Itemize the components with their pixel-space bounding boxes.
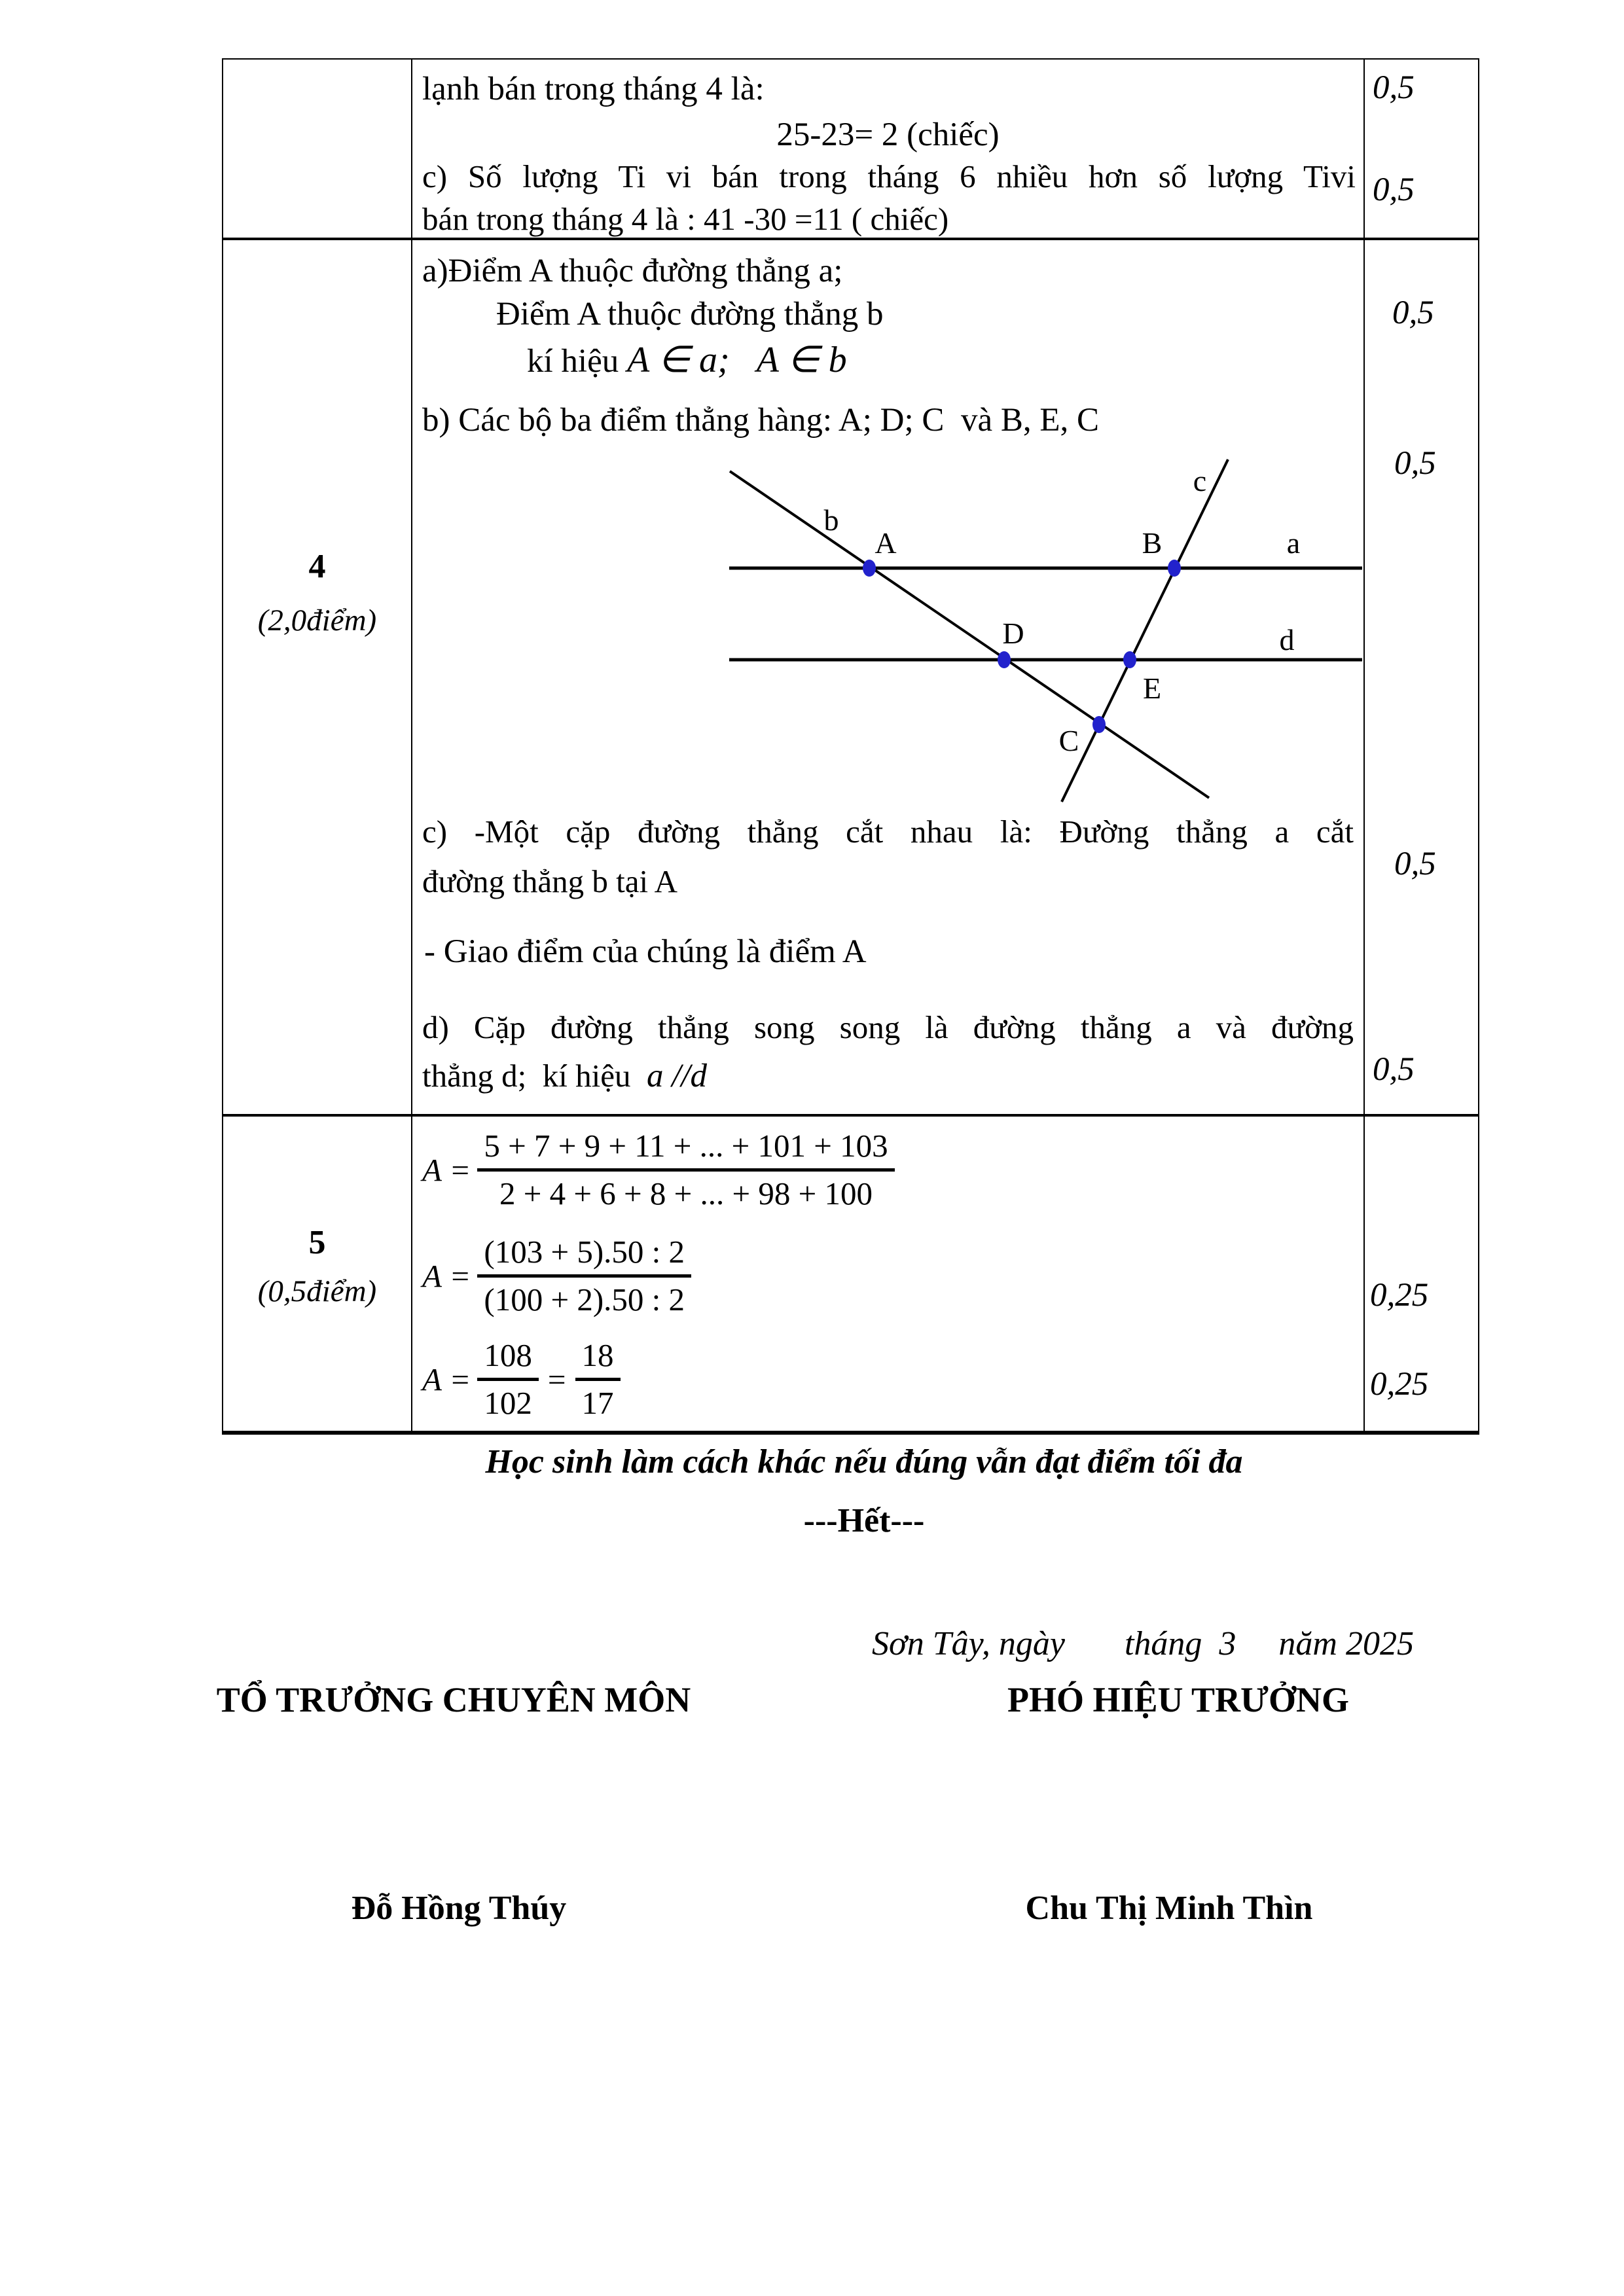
question-points: (2,0điểm) bbox=[257, 603, 377, 637]
point-dot-C bbox=[1092, 716, 1106, 733]
score-badge: 0,5 bbox=[1373, 1051, 1415, 1088]
parallel-notation-math: a //d bbox=[646, 1058, 708, 1094]
q3-line-1: lạnh bán trong tháng 4 là: bbox=[422, 71, 765, 107]
formula-3: A = 108 102 = 18 17 bbox=[422, 1336, 621, 1422]
q3-line-2: 25-23= 2 (chiếc) bbox=[776, 117, 1000, 153]
table-row-q3-continued: lạnh bán trong tháng 4 là: 25-23= 2 (chi… bbox=[223, 60, 1478, 240]
point-label-E: E bbox=[1143, 672, 1161, 705]
date-place-line: Sơn Tây, ngày tháng 3 năm 2025 bbox=[872, 1625, 1414, 1662]
q3-part-c: c) Số lượng Ti vi bán trong tháng 6 nhiề… bbox=[422, 158, 1356, 237]
q4-part-a-notation: kí hiệu A ∈ a; A ∈ b bbox=[527, 338, 847, 383]
q4-part-b-line: b) Các bộ ba điểm thẳng hàng: A; D; C và… bbox=[422, 402, 1100, 439]
fraction: (103 + 5).50 : 2 (100 + 2).50 : 2 bbox=[477, 1233, 692, 1319]
line-label-a: a bbox=[1287, 526, 1300, 560]
rubric-table: lạnh bán trong tháng 4 là: 25-23= 2 (chi… bbox=[222, 58, 1479, 1435]
score-badge: 0,25 bbox=[1370, 1277, 1429, 1314]
ki-hieu-label: kí hiệu bbox=[527, 343, 627, 380]
cell-q5-number: 5 (0,5điểm) bbox=[223, 1117, 412, 1431]
line-label-d: d bbox=[1280, 623, 1295, 656]
table-row-q5: 5 (0,5điểm) A = 5 + 7 + 9 + 11 + ... + 1… bbox=[223, 1117, 1478, 1431]
score-badge: 0,5 bbox=[1392, 295, 1434, 331]
signature-title-right: PHÓ HIỆU TRƯỞNG bbox=[1007, 1680, 1350, 1719]
question-number: 5 bbox=[308, 1224, 326, 1261]
fraction: 108 102 bbox=[477, 1336, 539, 1422]
geometry-diagram: b c a d A B D E C bbox=[729, 459, 1362, 802]
q5-label: 5 (0,5điểm) bbox=[223, 1219, 411, 1316]
fraction: 18 17 bbox=[575, 1336, 621, 1422]
line-label-b: b bbox=[824, 503, 839, 537]
cell-q4-number: 4 (2,0điểm) bbox=[223, 240, 412, 1114]
score-badge: 0,5 bbox=[1394, 445, 1436, 482]
point-dot-D bbox=[998, 651, 1011, 668]
set-membership-math: A ∈ a; A ∈ b bbox=[626, 340, 847, 380]
q4-part-a-line2: Điểm A thuộc đường thẳng b bbox=[496, 296, 884, 332]
point-label-C: C bbox=[1059, 724, 1079, 757]
q4-part-a-line1: a)Điểm A thuộc đường thẳng a; bbox=[422, 253, 843, 289]
line-b bbox=[729, 470, 1210, 799]
q4-part-c: c) -Một cặp đường thẳng cắt nhau là: Đườ… bbox=[422, 814, 1354, 899]
cell-q3-number bbox=[223, 60, 412, 238]
cell-q3-content: lạnh bán trong tháng 4 là: 25-23= 2 (chi… bbox=[412, 60, 1365, 238]
end-marker: ---Hết--- bbox=[803, 1502, 925, 1539]
point-label-B: B bbox=[1142, 526, 1163, 560]
question-number: 4 bbox=[308, 548, 326, 585]
q4-d-prefix: thẳng d; kí hiệu bbox=[422, 1058, 647, 1094]
line-label-c: c bbox=[1193, 464, 1206, 497]
point-label-D: D bbox=[1002, 617, 1024, 650]
line-c bbox=[1060, 459, 1229, 802]
signature-title-left: TỔ TRƯỞNG CHUYÊN MÔN bbox=[216, 1680, 691, 1719]
q4-giao-diem-line: - Giao điểm của chúng là điểm A bbox=[424, 933, 867, 970]
cell-q3-scores: 0,5 0,5 bbox=[1365, 60, 1478, 238]
q4-label: 4 (2,0điểm) bbox=[223, 540, 411, 647]
formula-1: A = 5 + 7 + 9 + 11 + ... + 101 + 103 2 +… bbox=[422, 1127, 895, 1213]
point-dot-A bbox=[863, 560, 876, 577]
score-badge: 0,5 bbox=[1373, 69, 1415, 106]
point-label-A: A bbox=[875, 526, 896, 560]
score-badge: 0,25 bbox=[1370, 1366, 1429, 1403]
cell-q4-scores: 0,5 0,5 0,5 0,5 bbox=[1365, 240, 1478, 1114]
table-row-q4: 4 (2,0điểm) a)Điểm A thuộc đường thẳng a… bbox=[223, 240, 1478, 1117]
note-alt-solutions: Học sinh làm cách khác nếu đúng vẫn đạt … bbox=[485, 1443, 1243, 1480]
signature-name-right: Chu Thị Minh Thìn bbox=[1025, 1890, 1313, 1927]
cell-q5-content: A = 5 + 7 + 9 + 11 + ... + 101 + 103 2 +… bbox=[412, 1117, 1365, 1431]
cell-q5-scores: 0,25 0,25 bbox=[1365, 1117, 1478, 1431]
signature-name-left: Đỗ Hồng Thúy bbox=[351, 1890, 567, 1927]
fraction: 5 + 7 + 9 + 11 + ... + 101 + 103 2 + 4 +… bbox=[477, 1127, 895, 1213]
formula-2: A = (103 + 5).50 : 2 (100 + 2).50 : 2 bbox=[422, 1233, 692, 1319]
question-points: (0,5điểm) bbox=[257, 1274, 377, 1308]
q4-part-d: d) Cặp đường thẳng song song là đường th… bbox=[422, 1009, 1354, 1094]
score-badge: 0,5 bbox=[1373, 171, 1415, 208]
point-dot-E bbox=[1123, 651, 1136, 668]
equals-sign: = bbox=[547, 1361, 566, 1397]
score-badge: 0,5 bbox=[1394, 846, 1436, 882]
cell-q4-content: a)Điểm A thuộc đường thẳng a; Điểm A thu… bbox=[412, 240, 1365, 1114]
point-dot-B bbox=[1168, 560, 1181, 577]
